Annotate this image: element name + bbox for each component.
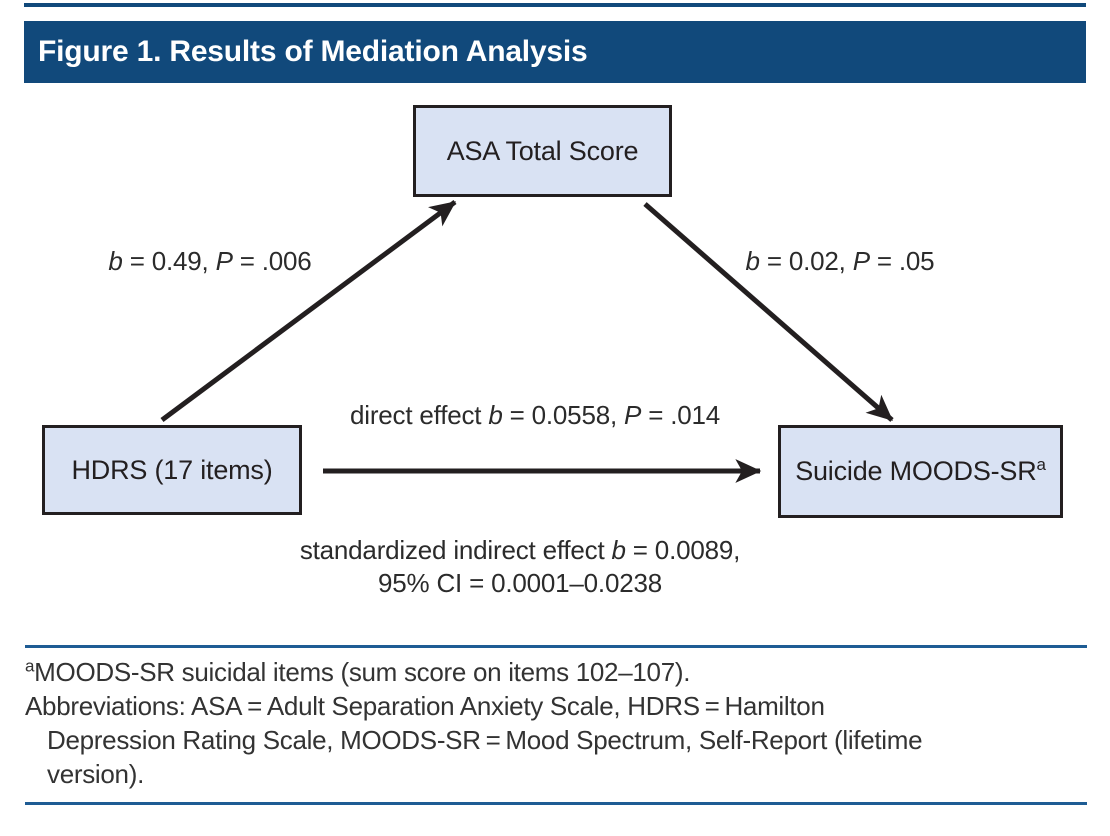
node-suicide-moods-sr: Suicide MOODS-SRa	[778, 425, 1063, 518]
indirect-effect-b-value: = 0.0089,	[625, 535, 741, 565]
top-rule	[24, 3, 1086, 7]
path-a-p-value: = .006	[232, 246, 312, 276]
path-b-p-value: = .05	[869, 246, 935, 276]
path-b-b-value: = 0.02,	[759, 246, 853, 276]
arrow-predictor-to-mediator	[160, 199, 457, 423]
indirect-effect-b-symbol: b	[611, 535, 626, 565]
indirect-effect-line2: 95% CI = 0.0001–0.0238	[378, 568, 662, 598]
indirect-effect-label: standardized indirect effect b = 0.0089,…	[265, 534, 775, 600]
path-b-b-symbol: b	[745, 246, 760, 276]
direct-effect-p-value: = .014	[641, 400, 721, 430]
path-a-p-symbol: P	[215, 246, 233, 276]
footnotes: aMOODS-SR suicidal items (sum score on i…	[25, 655, 1091, 791]
path-a-coefficient-label: b = 0.49, P = .006	[100, 246, 320, 277]
node-suicide-label: Suicide MOODS-SRa	[795, 456, 1046, 487]
abbreviations-line-1: Abbreviations: ASA = Adult Separation An…	[25, 691, 825, 721]
node-asa-label: ASA Total Score	[446, 135, 639, 166]
direct-effect-b-symbol: b	[488, 400, 503, 430]
arrows-layer	[160, 199, 894, 483]
node-asa-total-score: ASA Total Score	[413, 105, 672, 197]
footnote-rule-top	[25, 645, 1087, 648]
path-b-p-symbol: P	[852, 246, 870, 276]
footnote-a-text: MOODS-SR suicidal items (sum score on it…	[34, 657, 691, 687]
direct-effect-label: direct effect b = 0.0558, P = .014	[335, 400, 735, 431]
indirect-effect-prefix: standardized indirect effect	[299, 535, 612, 565]
footnote-a-superscript: a	[25, 656, 35, 676]
footnote-a: aMOODS-SR suicidal items (sum score on i…	[25, 655, 1091, 689]
path-b-coefficient-label: b = 0.02, P = .05	[735, 246, 945, 277]
figure-title: Figure 1. Results of Mediation Analysis	[38, 35, 588, 68]
node-suicide-label-text: Suicide MOODS-SR	[795, 456, 1037, 486]
abbreviations-line-3: version).	[47, 759, 144, 789]
arrow-mediator-to-outcome	[643, 202, 894, 422]
path-a-b-value: = 0.49,	[122, 246, 216, 276]
direct-effect-prefix: direct effect	[349, 400, 489, 430]
figure-title-bar: Figure 1. Results of Mediation Analysis	[24, 21, 1086, 83]
node-hdrs: HDRS (17 items)	[42, 425, 302, 515]
direct-effect-b-value: = 0.0558,	[502, 400, 625, 430]
indirect-effect-line1: standardized indirect effect b = 0.0089,	[265, 534, 775, 567]
path-a-b-symbol: b	[108, 246, 123, 276]
node-suicide-superscript: a	[1036, 455, 1046, 474]
direct-effect-p-symbol: P	[624, 400, 642, 430]
abbreviations-line-2: Depression Rating Scale, MOODS-SR = Mood…	[47, 725, 923, 755]
node-hdrs-label: HDRS (17 items)	[71, 454, 273, 485]
mediation-diagram: ASA Total Score HDRS (17 items) Suicide …	[0, 83, 1110, 638]
footnote-rule-bottom	[25, 802, 1087, 805]
